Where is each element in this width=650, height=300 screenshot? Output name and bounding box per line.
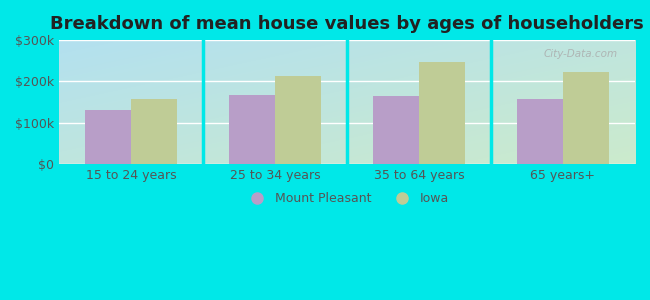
Bar	[517, 99, 563, 164]
Bar	[85, 110, 131, 164]
Bar	[229, 95, 275, 164]
Bar	[275, 76, 321, 164]
Legend: Mount Pleasant, Iowa: Mount Pleasant, Iowa	[240, 187, 454, 210]
Bar	[563, 72, 609, 164]
Title: Breakdown of mean house values by ages of householders: Breakdown of mean house values by ages o…	[50, 15, 644, 33]
Bar	[131, 99, 177, 164]
Bar	[419, 61, 465, 164]
Text: City-Data.com: City-Data.com	[543, 49, 618, 59]
Bar	[373, 96, 419, 164]
